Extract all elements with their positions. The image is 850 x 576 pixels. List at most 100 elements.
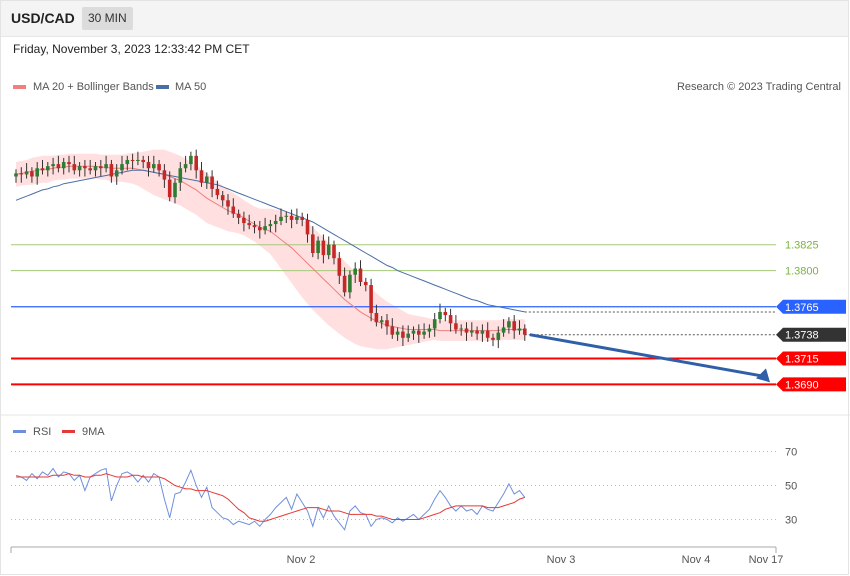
candle-body (120, 164, 124, 171)
candle-body (183, 164, 188, 169)
x-axis: Nov 2 Nov 3 Nov 4 Nov 17 (10, 547, 784, 566)
candle-body (56, 164, 61, 169)
symbol-title: USD/CAD (11, 10, 75, 26)
chart-header-bar: USD/CAD 30 MIN (0, 0, 848, 37)
rsi-legend: RSI 9MA (13, 426, 105, 438)
candle-body (417, 330, 421, 335)
candle-body (454, 323, 458, 330)
candle-body (258, 227, 262, 231)
legend-label-ma20: MA 20 + Bollinger Bands (33, 81, 154, 93)
candle-body (72, 164, 77, 171)
candle-body (501, 327, 506, 333)
level-tag (776, 377, 846, 392)
candle-body (311, 234, 315, 254)
candle-body (93, 166, 98, 171)
candle-body (61, 162, 66, 169)
candle-body (167, 179, 172, 198)
candle-body (40, 168, 45, 171)
candle-body (220, 195, 225, 201)
legend-swatch-rsi (13, 430, 26, 433)
candle-body (242, 217, 246, 224)
candle-body (480, 330, 485, 334)
level-tag (776, 351, 846, 366)
candle-body (199, 170, 204, 183)
candle-body (273, 220, 278, 225)
candle-body (406, 333, 410, 338)
candle-body (427, 328, 432, 332)
candle-body (252, 225, 257, 228)
rsi-plot: 70 50 30 (11, 447, 797, 531)
candle-body (162, 170, 167, 180)
candle-body (512, 321, 516, 331)
candle-body (305, 219, 310, 235)
candle-body (77, 166, 82, 171)
candle-body (448, 315, 453, 324)
candle-body (432, 319, 437, 329)
candle-body (496, 332, 501, 340)
bollinger-band (16, 149, 525, 350)
candle-body (146, 162, 151, 169)
candle-body (491, 337, 495, 340)
legend-swatch-ma50 (156, 85, 169, 89)
rsi-line (15, 467, 526, 531)
rsi-tick-label: 50 (785, 481, 797, 493)
candle-body (67, 162, 71, 165)
candle-body (247, 223, 251, 226)
level-label: 1.3800 (785, 266, 819, 278)
rsi-tick-label: 30 (785, 515, 797, 527)
level-label: 1.3738 (785, 330, 819, 342)
candle-body (19, 173, 24, 175)
credit-text: Research © 2023 Trading Central (677, 81, 841, 93)
projection-arrow (529, 333, 765, 378)
candle-body (152, 164, 156, 169)
legend-label-rsi: RSI (33, 426, 51, 438)
candle-body (379, 320, 384, 323)
candle-body (178, 168, 183, 183)
rsi-tick-label: 70 (785, 447, 797, 459)
candle-body (295, 216, 299, 220)
timestamp-label: Friday, November 3, 2023 12:33:42 PM CET (13, 42, 250, 56)
timeframe-badge[interactable]: 30 MIN (82, 7, 133, 30)
candle-body (395, 331, 400, 335)
price-plot: 1.3825 1.3800 1.3765 1.3738 1.3715 1.3690 (11, 149, 846, 392)
candle-body (136, 159, 140, 161)
price-legend: MA 20 + Bollinger Bands MA 50 (13, 81, 206, 93)
candle-body (390, 326, 395, 335)
candle-body (46, 166, 50, 171)
level-tag (776, 327, 846, 342)
candle-body (348, 274, 352, 293)
candle-body (215, 188, 220, 196)
candle-body (459, 328, 463, 330)
candle-body (300, 216, 304, 220)
candle-body (401, 331, 405, 338)
candle-body (194, 155, 198, 171)
candle-body (284, 215, 289, 217)
candle-body (114, 170, 119, 177)
level-tag (776, 299, 846, 314)
candle-body (438, 311, 442, 320)
candle-body (507, 321, 511, 328)
candle-body (30, 171, 34, 177)
candle-body (210, 176, 214, 189)
candle-body (422, 331, 426, 335)
candle-body (14, 173, 18, 177)
candle-body (51, 164, 55, 167)
level-label: 1.3690 (785, 379, 819, 391)
x-tick-label: Nov 2 (287, 554, 316, 566)
candle-body (485, 330, 490, 338)
candle-body (88, 168, 92, 171)
candle-body (443, 311, 448, 316)
candle-body (99, 166, 103, 169)
x-tick-label: Nov 17 (749, 554, 784, 566)
candle-body (205, 176, 209, 183)
candle-body (369, 285, 373, 313)
candle-body (83, 166, 87, 169)
candle-body (411, 330, 416, 334)
x-tick-label: Nov 4 (682, 554, 711, 566)
candle-body (130, 159, 135, 161)
candle-body (470, 330, 474, 333)
rsi-ma-line (16, 473, 525, 522)
candle-body (321, 240, 326, 256)
candle-body (35, 168, 39, 177)
